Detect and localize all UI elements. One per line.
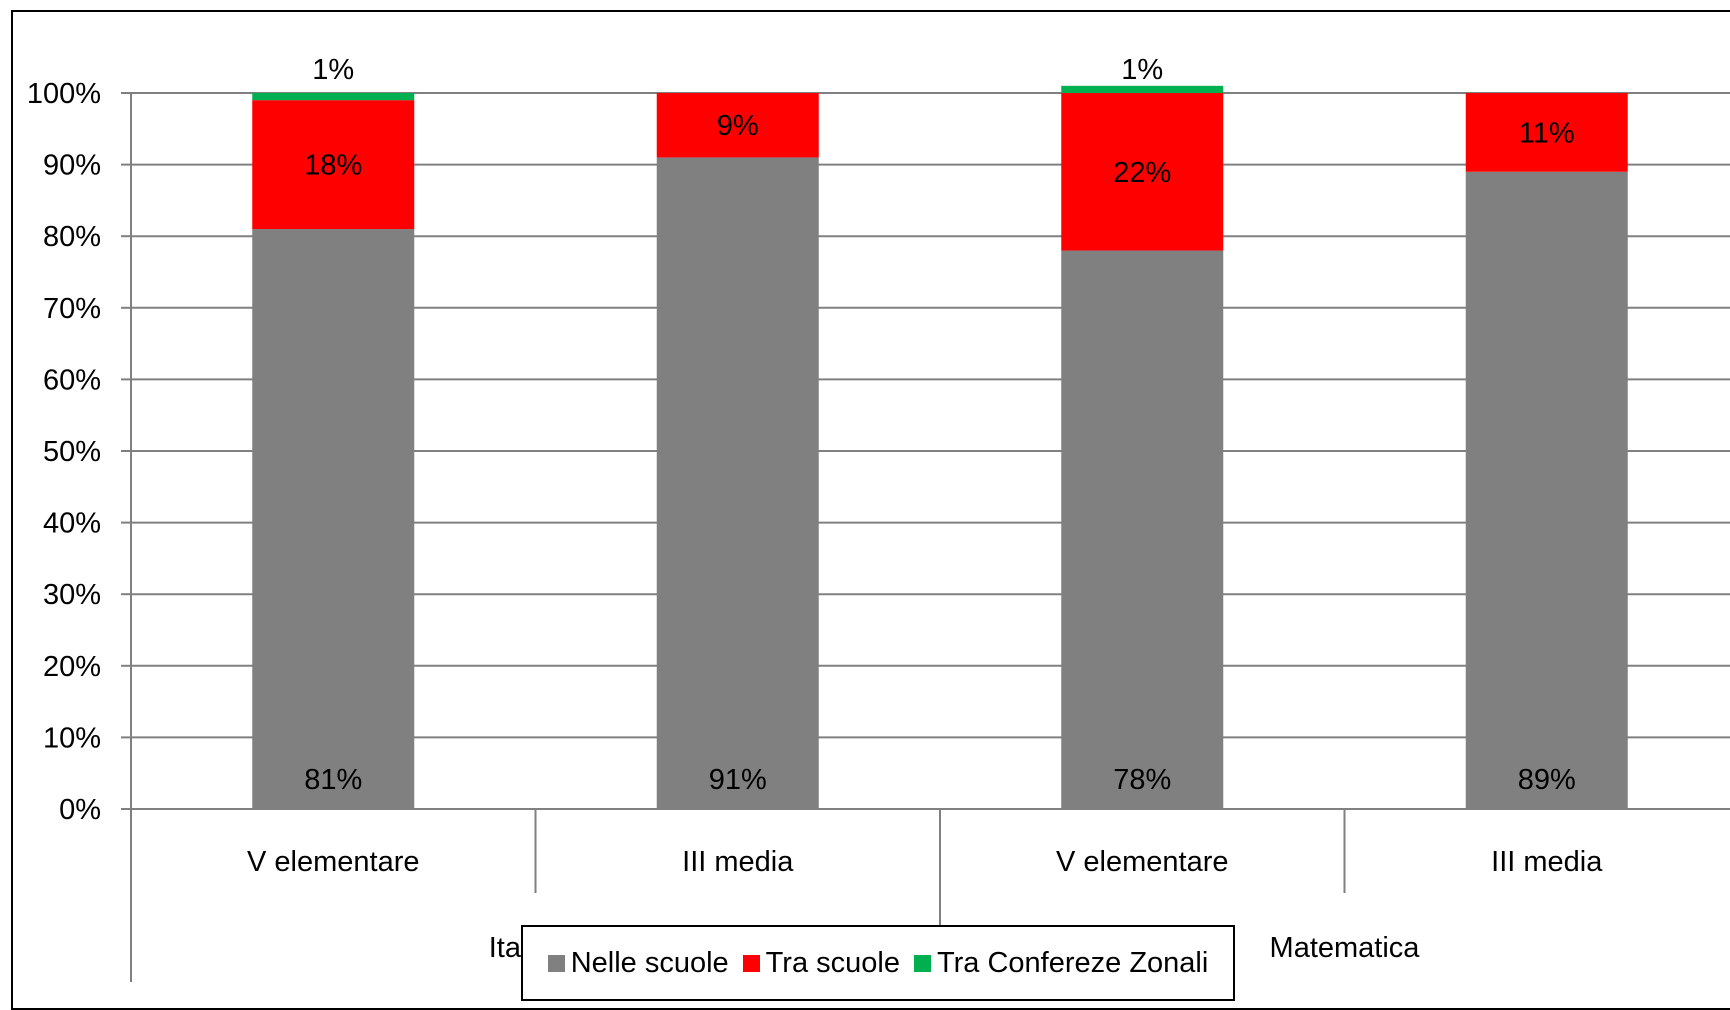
data-label: 1% <box>312 54 354 86</box>
x-category-label: V elementare <box>1056 846 1229 878</box>
bar-segment <box>1061 250 1224 809</box>
y-tick-label: 80% <box>43 221 101 253</box>
y-tick-label: 70% <box>43 293 101 325</box>
legend-swatch-tra-scuole <box>742 954 760 972</box>
legend-item-nelle-scuole: Nelle scuole <box>547 946 729 980</box>
legend-item-tra-scuole: Tra scuole <box>742 946 900 980</box>
y-tick-label: 100% <box>27 78 101 110</box>
y-tick-label: 90% <box>43 150 101 182</box>
data-label: 18% <box>304 150 362 182</box>
y-tick-label: 30% <box>43 579 101 611</box>
data-label: 22% <box>1113 157 1171 189</box>
data-label: 89% <box>1518 764 1576 796</box>
bar-segment <box>1061 85 1224 93</box>
legend-swatch-tra-confereze-zonali <box>913 954 931 972</box>
y-tick-label: 50% <box>43 436 101 468</box>
data-label: 11% <box>1519 117 1575 149</box>
y-tick-label: 60% <box>43 364 101 396</box>
legend-label-tra-scuole: Tra scuole <box>765 946 900 979</box>
legend-swatch-nelle-scuole <box>547 954 565 972</box>
legend-item-tra-confereze-zonali: Tra Confereze Zonali <box>913 946 1209 980</box>
bar-segment <box>252 93 415 101</box>
y-tick-label: 0% <box>59 794 101 826</box>
y-tick-label: 20% <box>43 651 101 683</box>
bar-segment <box>252 229 415 810</box>
data-label: 1% <box>1121 54 1163 86</box>
data-label: 91% <box>709 764 767 796</box>
bar-segment <box>656 157 819 809</box>
data-label: 9% <box>717 110 759 142</box>
x-group-label: Matematica <box>1270 932 1421 964</box>
data-label: 78% <box>1113 764 1171 796</box>
bar-segment <box>252 100 415 230</box>
data-label: 81% <box>304 764 362 796</box>
x-category-label: III media <box>1491 846 1603 878</box>
bar-segment <box>656 93 819 158</box>
y-tick-label: 10% <box>43 722 101 754</box>
y-tick-label: 40% <box>43 508 101 540</box>
bar-segment <box>1061 93 1224 251</box>
legend-label-nelle-scuole: Nelle scuole <box>570 946 729 979</box>
bar-segment <box>1465 93 1628 172</box>
bar-segment <box>1465 171 1628 809</box>
x-category-label: V elementare <box>247 846 420 878</box>
legend: Nelle scuole Tra scuole Tra Confereze Zo… <box>521 925 1235 1001</box>
legend-label-tra-confereze-zonali: Tra Confereze Zonali <box>936 946 1209 979</box>
x-category-label: III media <box>682 846 794 878</box>
